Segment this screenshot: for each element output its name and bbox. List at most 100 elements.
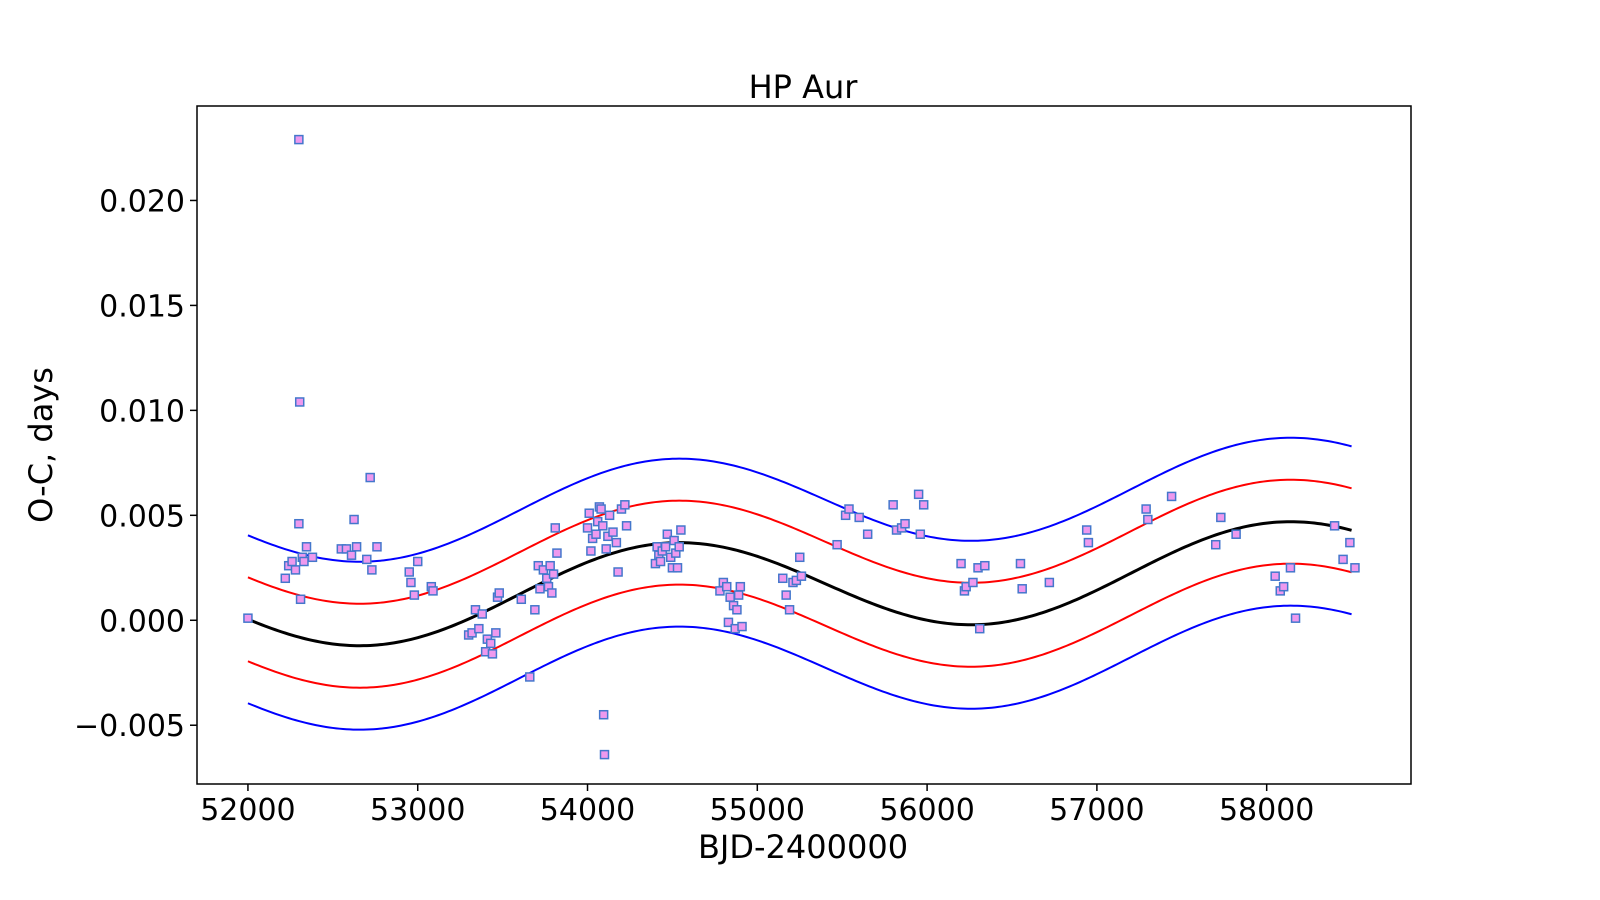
data-point xyxy=(301,542,312,552)
data-point xyxy=(601,544,611,554)
data-point xyxy=(676,525,686,535)
data-point xyxy=(1081,525,1092,535)
data-point xyxy=(778,573,788,584)
data-point xyxy=(409,590,420,600)
y-axis: −0.005 0.000 0.005 0.010 0.015 0.020 xyxy=(74,184,197,744)
data-point xyxy=(548,569,559,579)
data-point xyxy=(888,500,898,510)
data-point xyxy=(1338,554,1348,565)
plot-area xyxy=(196,105,1412,785)
data-point xyxy=(723,617,734,628)
data-point xyxy=(1083,537,1094,548)
x-tick-label: 54000 xyxy=(540,793,635,828)
data-point xyxy=(608,527,618,537)
y-tick-label: 0.010 xyxy=(99,394,185,429)
data-point xyxy=(1278,581,1289,592)
data-point xyxy=(1017,584,1027,594)
data-point xyxy=(525,672,535,682)
data-point xyxy=(412,556,423,567)
data-point xyxy=(598,521,608,531)
data-point xyxy=(295,594,306,605)
data-point xyxy=(1166,491,1177,502)
data-point xyxy=(307,552,318,563)
x-tick-label: 55000 xyxy=(710,793,805,828)
data-point xyxy=(550,523,561,533)
data-point xyxy=(1270,571,1280,581)
data-point xyxy=(621,521,632,531)
data-point xyxy=(598,709,609,720)
data-point xyxy=(913,489,924,500)
data-point xyxy=(725,592,735,602)
data-point xyxy=(733,590,744,600)
data-point xyxy=(968,577,978,588)
data-point xyxy=(485,638,496,649)
data-point xyxy=(372,542,382,552)
upper-outer-band-line xyxy=(247,436,1352,563)
y-tick-label: 0.005 xyxy=(99,499,185,534)
data-point xyxy=(243,613,253,623)
data-point xyxy=(737,621,747,632)
chart-title: HP Aur xyxy=(749,68,859,106)
data-point xyxy=(530,605,540,615)
data-point xyxy=(660,542,671,552)
data-point xyxy=(477,609,487,619)
data-point xyxy=(591,529,601,539)
data-point xyxy=(722,581,732,592)
data-point xyxy=(732,605,742,615)
data-point xyxy=(491,628,501,638)
data-point xyxy=(351,542,362,552)
data-point xyxy=(362,554,372,565)
data-point xyxy=(365,472,375,483)
data-point xyxy=(1216,512,1226,523)
data-point xyxy=(669,535,679,546)
data-point xyxy=(980,560,990,571)
data-point xyxy=(299,556,309,567)
data-point xyxy=(781,590,791,600)
data-point xyxy=(582,523,593,533)
data-point xyxy=(290,565,301,575)
data-point xyxy=(1044,577,1055,588)
data-point xyxy=(294,397,305,407)
x-axis: 52000 53000 54000 55000 56000 57000 58000 xyxy=(200,784,1314,828)
data-point xyxy=(349,514,359,525)
data-point xyxy=(620,500,630,510)
data-point xyxy=(611,537,622,548)
y-tick-label: 0.000 xyxy=(99,604,185,639)
data-point xyxy=(796,571,807,581)
lower-outer-band-line xyxy=(247,604,1352,731)
data-point xyxy=(662,529,673,539)
data-point xyxy=(1210,539,1221,550)
data-point xyxy=(404,567,414,577)
data-point xyxy=(784,605,795,615)
data-point xyxy=(1231,529,1241,539)
data-points xyxy=(243,134,1360,760)
data-point xyxy=(545,560,555,571)
data-point xyxy=(900,518,910,529)
data-point xyxy=(1290,613,1301,623)
data-point xyxy=(596,504,606,514)
data-point xyxy=(854,512,864,523)
x-tick-label: 58000 xyxy=(1219,793,1314,828)
y-axis-label: O-C, days xyxy=(22,367,60,523)
y-tick-label: 0.020 xyxy=(99,184,185,219)
data-point xyxy=(1285,563,1296,573)
data-point xyxy=(1015,558,1026,569)
data-point xyxy=(735,581,746,592)
data-point xyxy=(613,567,623,577)
data-point xyxy=(672,563,683,573)
data-point xyxy=(535,584,545,594)
data-point xyxy=(1345,537,1355,548)
data-point xyxy=(1143,514,1153,525)
data-point xyxy=(674,542,684,552)
data-point xyxy=(1329,521,1340,531)
lower-inner-band-line xyxy=(247,562,1352,689)
data-point xyxy=(428,586,438,596)
x-tick-label: 57000 xyxy=(1049,793,1144,828)
x-tick-label: 52000 xyxy=(200,793,295,828)
x-tick-label: 56000 xyxy=(879,793,974,828)
x-axis-label: BJD-2400000 xyxy=(698,828,908,866)
data-point xyxy=(367,565,377,575)
data-point xyxy=(346,550,357,560)
y-tick-label: −0.005 xyxy=(74,709,185,744)
